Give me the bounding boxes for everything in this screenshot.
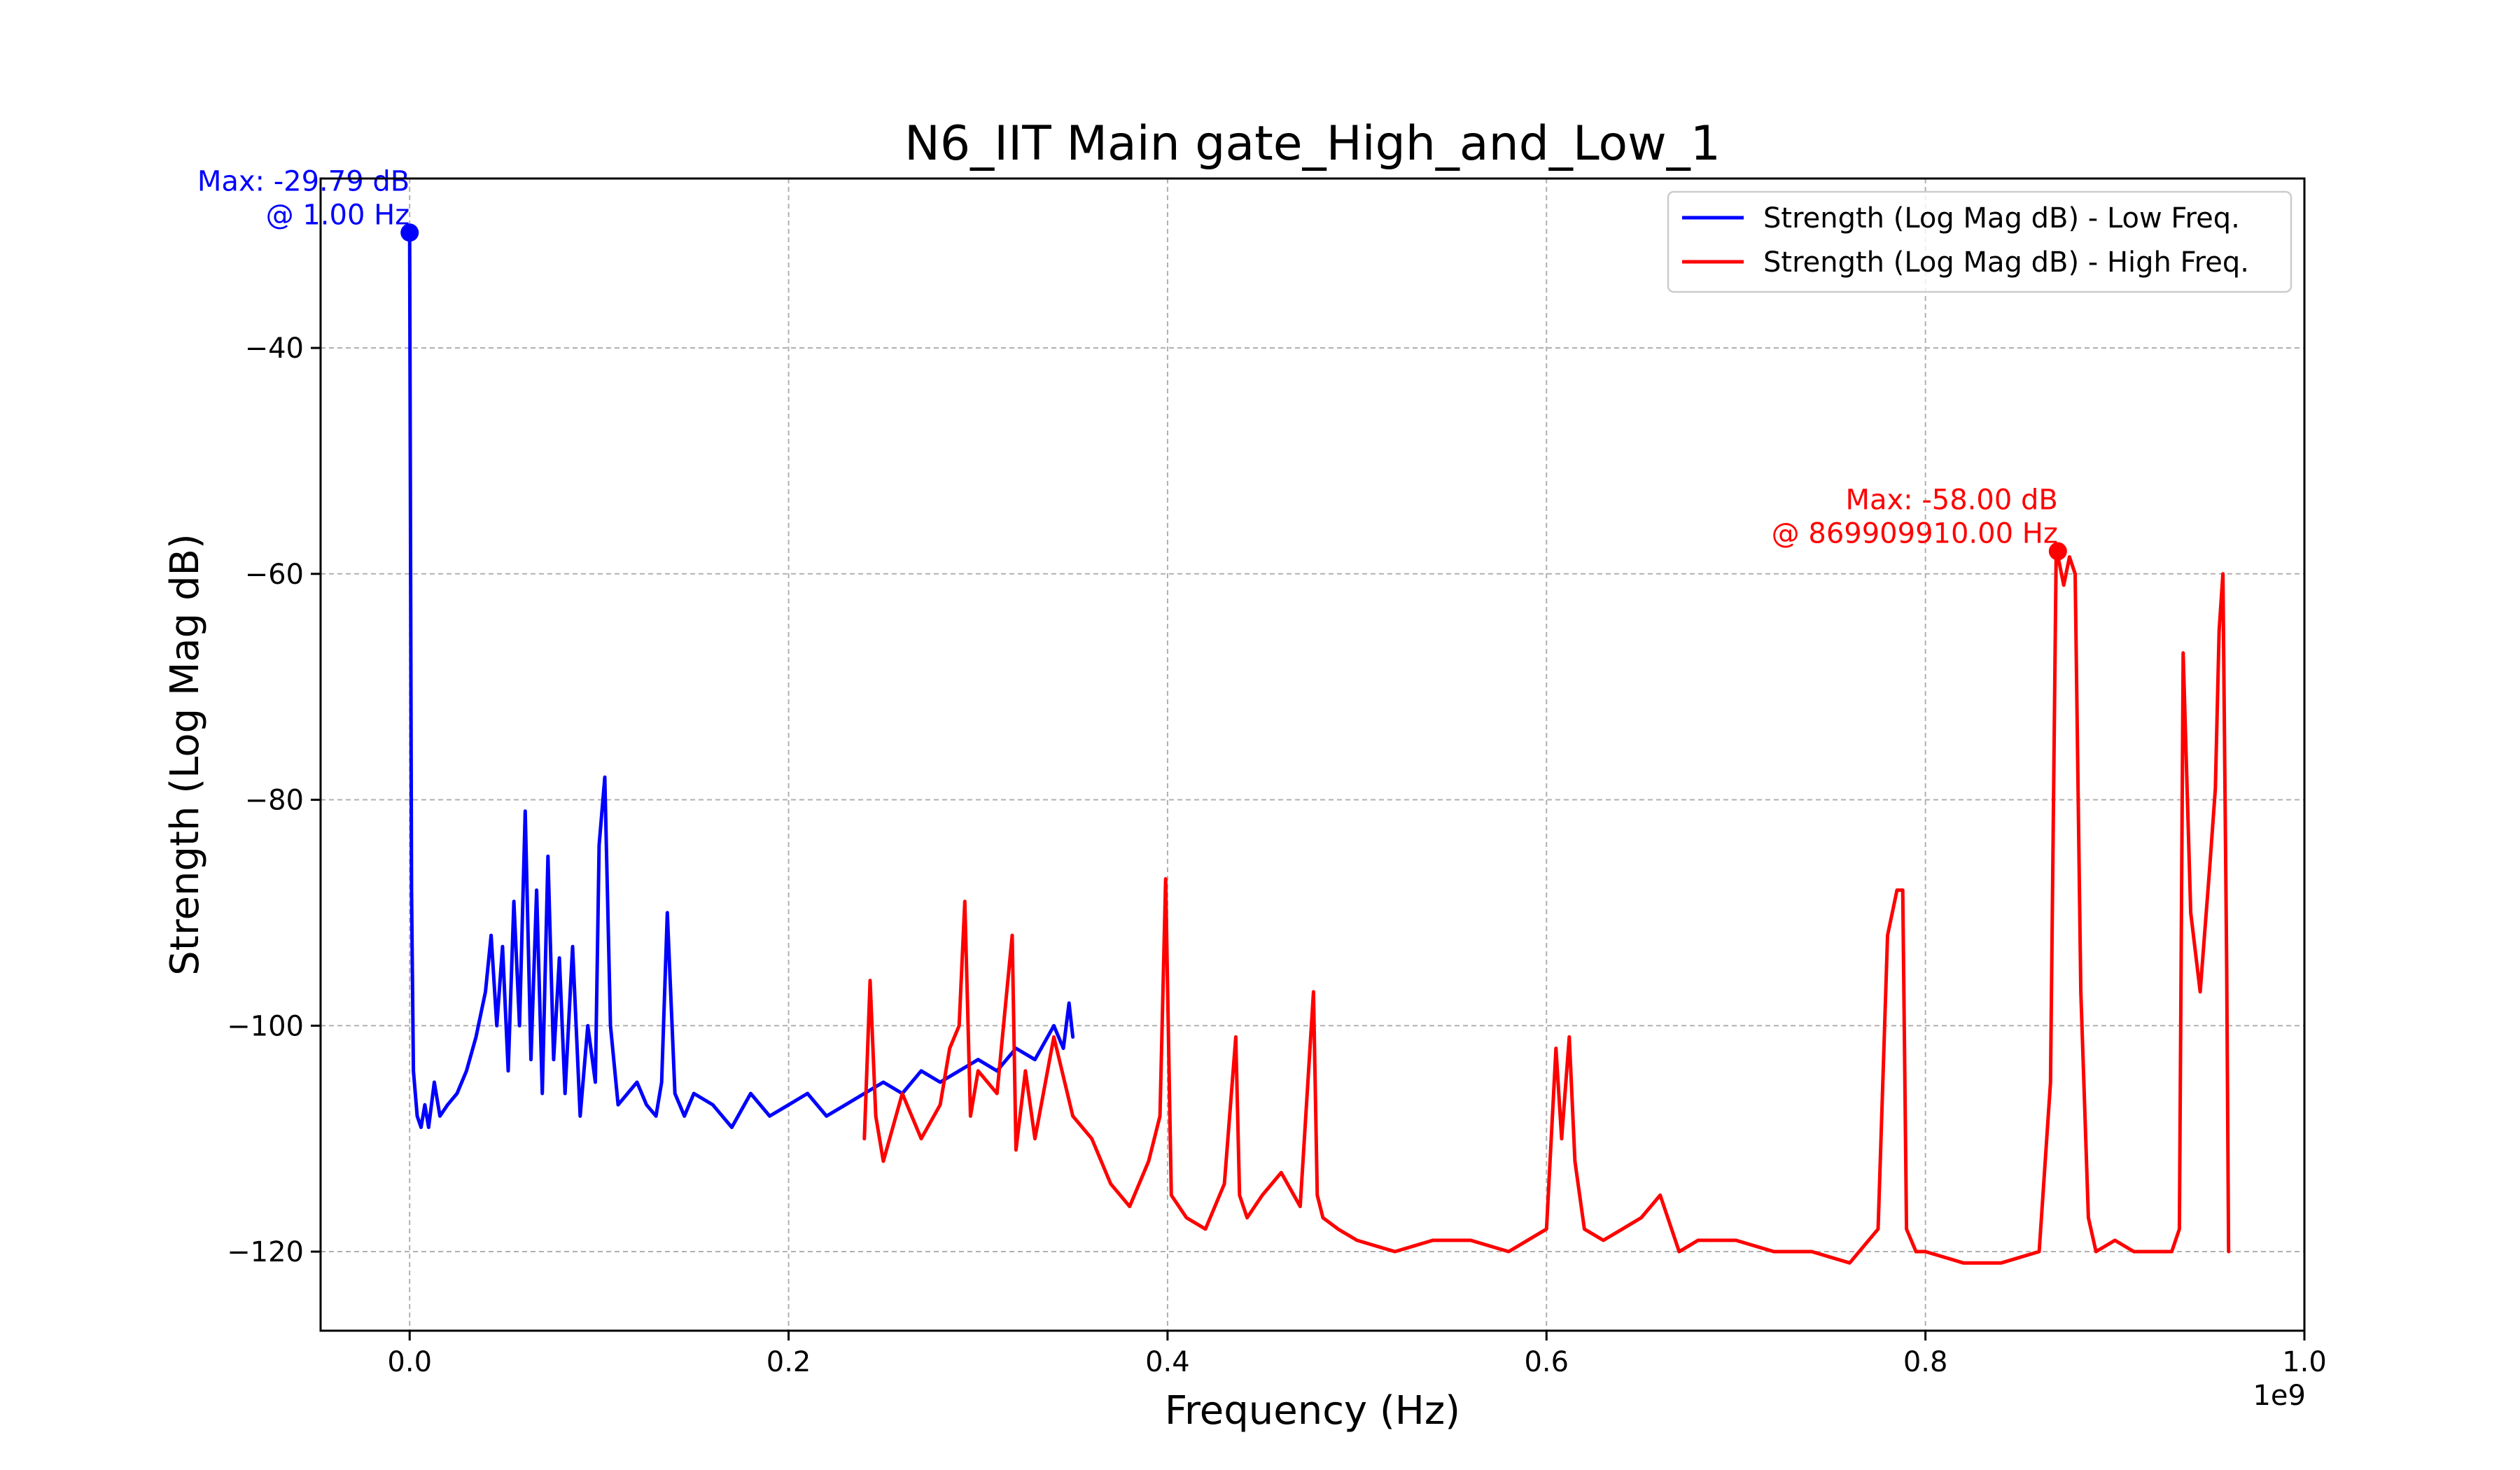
chart-title: N6_IIT Main gate_High_and_Low_1: [904, 116, 1721, 172]
x-tick-label: 0.2: [766, 1346, 811, 1378]
x-axis-offset-label: 1e9: [2253, 1380, 2306, 1412]
legend-label-low-freq: Strength (Log Mag dB) - Low Freq.: [1763, 202, 2240, 234]
max-annotation-frequency-low-freq: @ 1.00 Hz: [266, 199, 410, 231]
annotation-layer: Max: -29.79 dB@ 1.00 Hz Max: -58.00 dB@ 8…: [197, 165, 2067, 561]
max-marker-low-freq: [400, 223, 419, 242]
max-marker-high-freq: [2048, 542, 2067, 561]
series-layer: [407, 230, 2231, 1265]
x-tick-label: 1.0: [2282, 1346, 2327, 1378]
plot-area-frame: [319, 177, 2306, 1332]
x-tick-label: 0.8: [1903, 1346, 1948, 1378]
axis-ticks: 0.0 0.2 0.4 0.6 0.8 1.0 −40 −60 −80 −100 −120: [227, 332, 2327, 1378]
y-tick-label: −120: [227, 1236, 304, 1268]
series-line-high-freq: [862, 550, 2231, 1265]
x-tick-label: 0.0: [387, 1346, 432, 1378]
max-annotation-value-low-freq: Max: -29.79 dB: [197, 165, 410, 197]
x-tick-label: 0.6: [1524, 1346, 1569, 1378]
max-annotation-frequency-high-freq: @ 869909910.00 Hz: [1772, 518, 2058, 550]
y-tick-label: −60: [245, 559, 304, 591]
x-tick-label: 0.4: [1145, 1346, 1190, 1378]
legend: Strength (Log Mag dB) - Low Freq. Streng…: [1667, 190, 2292, 293]
x-axis-title: Frequency (Hz): [1165, 1388, 1460, 1434]
legend-box: [1667, 190, 2292, 293]
y-tick-label: −100: [227, 1010, 304, 1042]
y-tick-label: −40: [245, 332, 304, 365]
legend-label-high-freq: Strength (Log Mag dB) - High Freq.: [1763, 246, 2249, 279]
y-axis-title: Strength (Log Mag dB): [162, 533, 208, 976]
max-annotation-value-high-freq: Max: -58.00 dB: [1845, 484, 2057, 517]
y-tick-label: −80: [245, 785, 304, 817]
